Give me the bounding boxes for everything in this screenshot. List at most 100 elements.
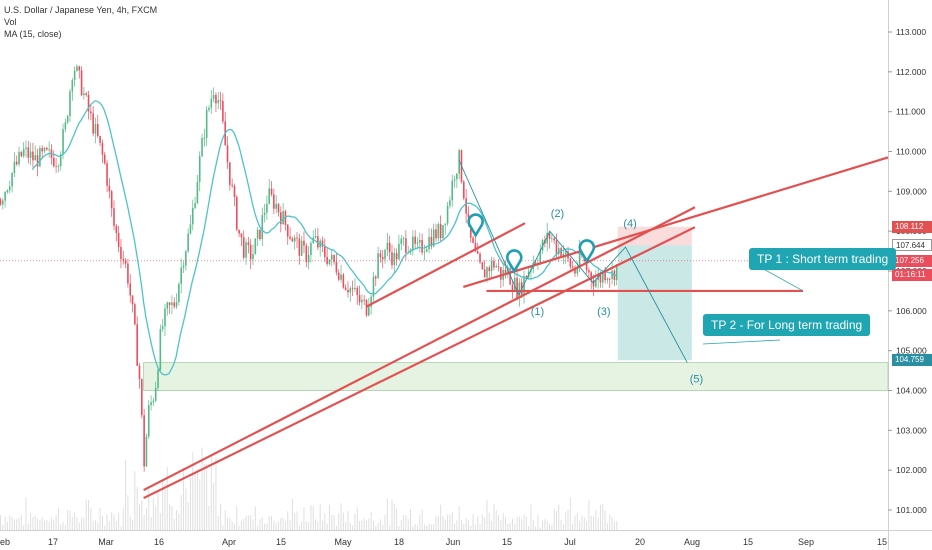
- volume-bar: [326, 523, 328, 530]
- candle: [534, 262, 537, 264]
- volume-bar: [178, 513, 180, 530]
- volume-bar: [41, 517, 43, 530]
- candle: [127, 263, 129, 284]
- candle: [298, 238, 301, 256]
- volume-bar: [294, 513, 296, 530]
- x-tick-label: Apr: [222, 537, 236, 547]
- candle: [275, 203, 277, 209]
- volume-bar: [187, 502, 189, 530]
- volume-bar: [208, 505, 210, 530]
- volume-bar: [266, 523, 268, 530]
- trendline[interactable]: [462, 156, 889, 288]
- volume-bar: [345, 521, 347, 530]
- moving-average-line: [31, 100, 617, 376]
- candle: [571, 266, 574, 268]
- volume-bar: [474, 525, 476, 530]
- candle: [41, 148, 43, 152]
- volume-bar: [500, 520, 502, 530]
- volume-bar: [410, 508, 412, 530]
- candle: [256, 229, 259, 239]
- volume-bar: [486, 500, 488, 530]
- volume-bar: [301, 521, 303, 530]
- map-pin-icon[interactable]: [578, 239, 596, 264]
- candle: [349, 288, 352, 293]
- x-tick-label: Jun: [446, 537, 461, 547]
- volume-bar: [4, 516, 6, 530]
- volume-bar: [289, 520, 291, 530]
- map-pin-icon[interactable]: [505, 249, 523, 274]
- tp1-callout[interactable]: TP 1 : Short term trading: [749, 248, 897, 270]
- volume-bar: [363, 518, 365, 530]
- candle: [474, 242, 477, 252]
- volume-bar: [53, 519, 55, 530]
- volume-bar: [511, 518, 513, 530]
- candle: [458, 150, 460, 174]
- candle: [490, 260, 493, 272]
- candle: [173, 302, 176, 307]
- candle: [6, 190, 9, 193]
- volume-bar: [298, 525, 300, 530]
- trendline[interactable]: [365, 222, 526, 308]
- candle: [432, 229, 435, 247]
- volume-bar: [354, 513, 356, 530]
- candle: [453, 179, 456, 181]
- candle: [606, 278, 609, 281]
- volume-bar: [437, 516, 439, 530]
- candle: [85, 93, 88, 95]
- volume-bar: [581, 515, 583, 530]
- trendline[interactable]: [143, 206, 696, 492]
- volume-bar: [277, 521, 279, 530]
- volume-bar: [97, 522, 99, 530]
- candle: [391, 252, 393, 266]
- volume-bar: [252, 519, 254, 530]
- volume-bar: [20, 514, 22, 530]
- x-tick-label: 20: [635, 537, 645, 547]
- candle: [66, 115, 69, 123]
- candle: [446, 205, 449, 224]
- candle: [117, 233, 120, 247]
- volume-bar: [310, 504, 312, 530]
- volume-bar: [2, 524, 4, 530]
- candle: [463, 181, 465, 199]
- candle: [13, 161, 16, 173]
- elliott-wave-path[interactable]: [458, 159, 688, 363]
- volume-bar: [30, 513, 32, 530]
- x-tick-label: 15: [502, 537, 512, 547]
- volume-bar: [217, 516, 219, 530]
- candle: [108, 185, 111, 192]
- volume-bar: [171, 506, 173, 530]
- candle: [358, 295, 361, 303]
- symbol-title[interactable]: U.S. Dollar / Japanese Yen, 4h, FXCM: [4, 5, 158, 15]
- candle: [483, 269, 486, 278]
- volume-bar: [572, 523, 574, 530]
- tp2-callout[interactable]: TP 2 - For Long term trading: [703, 314, 871, 336]
- volume-bar: [498, 514, 500, 530]
- candle: [472, 237, 474, 243]
- volume-bar: [115, 521, 117, 530]
- volume-bar: [516, 517, 518, 530]
- volume-bar: [132, 519, 134, 530]
- candle: [282, 211, 284, 225]
- candle: [451, 180, 454, 201]
- volume-bar: [505, 517, 507, 530]
- volume-bar: [55, 515, 57, 530]
- volume-bar: [405, 515, 407, 530]
- volume-bar: [472, 514, 474, 530]
- volume-bar: [467, 520, 469, 530]
- candle: [252, 254, 254, 260]
- candle: [381, 257, 384, 260]
- map-pin-icon[interactable]: [467, 213, 484, 238]
- candle: [62, 129, 64, 155]
- candle: [71, 80, 74, 92]
- volume-indicator-label[interactable]: Vol: [4, 17, 17, 27]
- candle: [217, 100, 220, 104]
- candle: [588, 270, 590, 273]
- volume-bar: [238, 525, 240, 530]
- candle: [516, 277, 518, 298]
- moving-average-indicator-label[interactable]: MA (15, close): [4, 29, 62, 39]
- candle: [166, 302, 169, 309]
- volume-bar: [122, 508, 124, 530]
- volume-bar: [143, 515, 145, 530]
- volume-bar: [606, 523, 608, 530]
